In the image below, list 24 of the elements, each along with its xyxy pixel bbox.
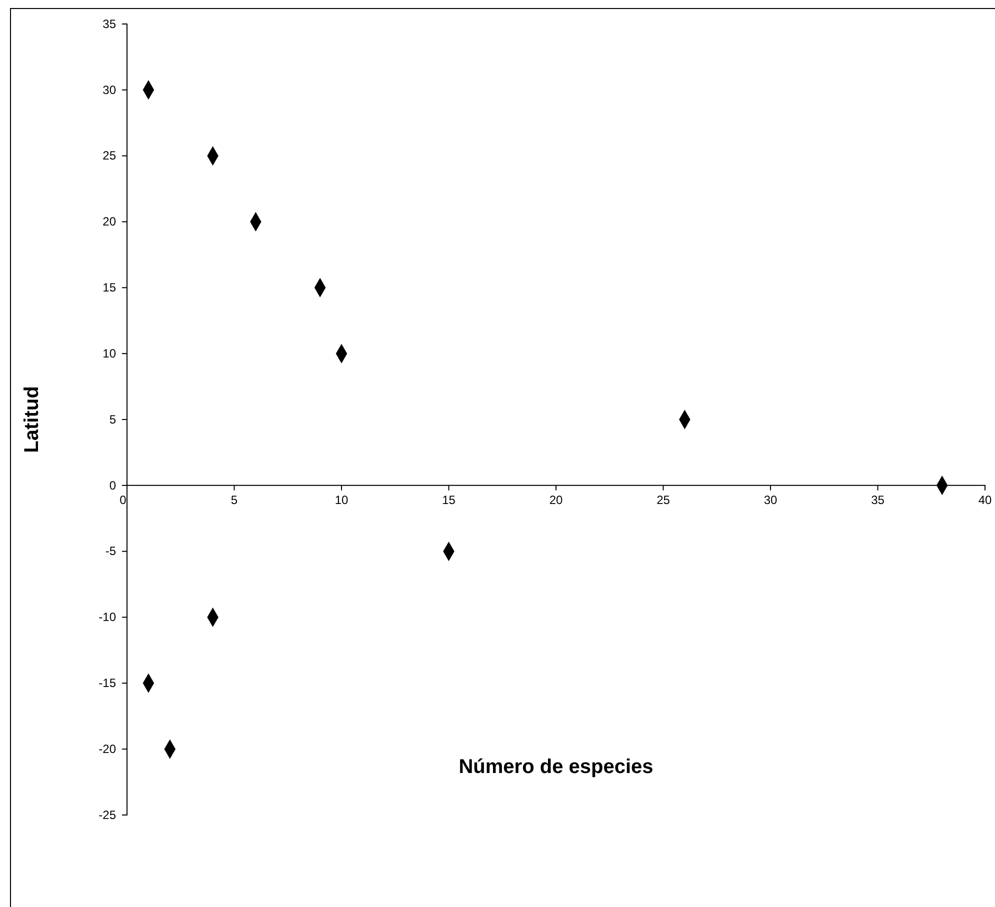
y-tick-label: -25 [98,808,116,822]
x-tick-label: 5 [230,492,238,507]
x-axis-title: Número de especies [458,756,654,778]
y-tick-label: 15 [102,280,116,295]
y-tick-label: -10 [98,610,116,624]
y-tick-label: -5 [105,544,116,558]
y-tick-label: -15 [98,676,116,690]
x-tick-label: 15 [442,492,456,507]
x-tick-label: 25 [656,492,670,507]
y-tick-label: 20 [102,214,116,229]
x-tick-label: 20 [549,492,563,507]
y-tick-label: 5 [109,412,116,426]
y-tick-label: 25 [102,148,116,163]
y-tick-label: 10 [102,346,116,360]
y-tick-label: 0 [109,478,116,492]
x-tick-label: 30 [764,492,778,507]
y-tick-label: 35 [102,16,116,31]
x-tick-label: 35 [871,492,885,507]
x-tick-label: 0 [120,492,127,507]
y-tick-label: -20 [98,742,116,756]
y-tick-label: 30 [102,82,116,97]
x-tick-label: 40 [978,492,992,507]
y-axis-title: Latitud [21,386,43,453]
x-tick-label: 10 [334,492,348,507]
